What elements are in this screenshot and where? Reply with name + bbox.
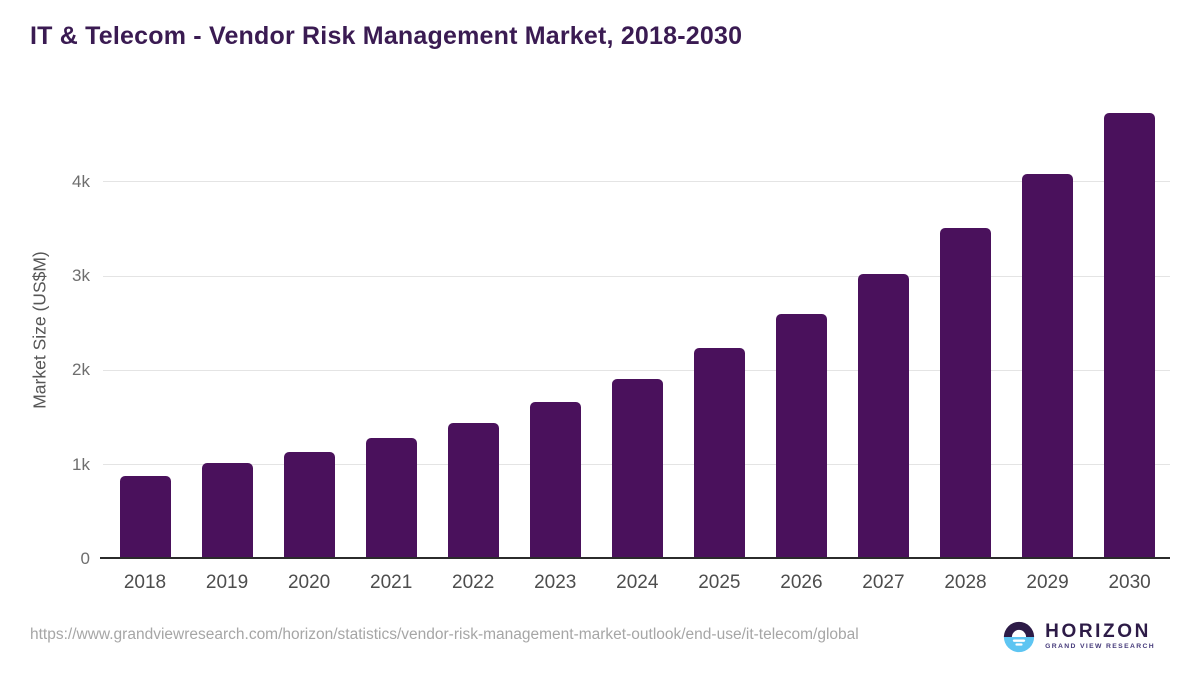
horizon-sun-icon bbox=[1002, 620, 1036, 654]
x-tick-label-2022: 2022 bbox=[452, 572, 495, 593]
y-tick-label-4k: 4k bbox=[72, 171, 90, 191]
bar-2018 bbox=[119, 476, 171, 559]
x-tick-label-2027: 2027 bbox=[862, 572, 905, 593]
x-tick-label-2023: 2023 bbox=[534, 572, 577, 593]
bar-2020 bbox=[283, 451, 335, 559]
x-tick-label-2025: 2025 bbox=[698, 572, 741, 593]
y-tick-label-2k: 2k bbox=[72, 360, 90, 380]
x-tick-label-2018: 2018 bbox=[123, 572, 167, 593]
gridline-4k bbox=[103, 181, 1170, 183]
gridline-2k bbox=[103, 369, 1170, 371]
bar-2026 bbox=[775, 314, 827, 559]
gridline-3k bbox=[103, 275, 1170, 277]
bar-2029 bbox=[1022, 173, 1074, 559]
bar-2022 bbox=[447, 423, 499, 559]
x-axis-line bbox=[100, 557, 1170, 559]
y-tick-label-3k: 3k bbox=[72, 266, 90, 286]
x-tick-label-2021: 2021 bbox=[370, 572, 413, 593]
chart-title: IT & Telecom - Vendor Risk Management Ma… bbox=[30, 22, 743, 50]
bar-2019 bbox=[201, 462, 253, 559]
x-tick-label-2029: 2029 bbox=[1026, 572, 1069, 593]
x-tick-label-2020: 2020 bbox=[287, 572, 331, 593]
bar-2027 bbox=[857, 274, 909, 559]
horizon-logo: HORIZON GRAND VIEW RESEARCH bbox=[1002, 618, 1155, 655]
logo-text-block: HORIZON GRAND VIEW RESEARCH bbox=[1045, 622, 1155, 651]
bar-2028 bbox=[940, 227, 991, 559]
bar-2023 bbox=[529, 401, 581, 559]
y-tick-label-0: 0 bbox=[80, 549, 90, 568]
logo-subtitle: GRAND VIEW RESEARCH bbox=[1045, 643, 1155, 650]
y-tick-label-1k: 1k bbox=[72, 454, 90, 474]
x-tick-label-2026: 2026 bbox=[780, 572, 823, 593]
x-tick-label-2019: 2019 bbox=[205, 572, 249, 593]
bar-2025 bbox=[693, 348, 745, 559]
bar-2024 bbox=[611, 378, 663, 559]
source-url-text: https://www.grandviewresearch.com/horizo… bbox=[30, 626, 859, 643]
bar-2030 bbox=[1104, 113, 1156, 559]
x-tick-label-2024: 2024 bbox=[616, 572, 659, 593]
bar-2021 bbox=[365, 438, 417, 559]
logo-brand-name: HORIZON bbox=[1045, 621, 1151, 642]
x-tick-label-2028: 2028 bbox=[944, 572, 987, 593]
x-tick-label-2030: 2030 bbox=[1108, 572, 1151, 593]
